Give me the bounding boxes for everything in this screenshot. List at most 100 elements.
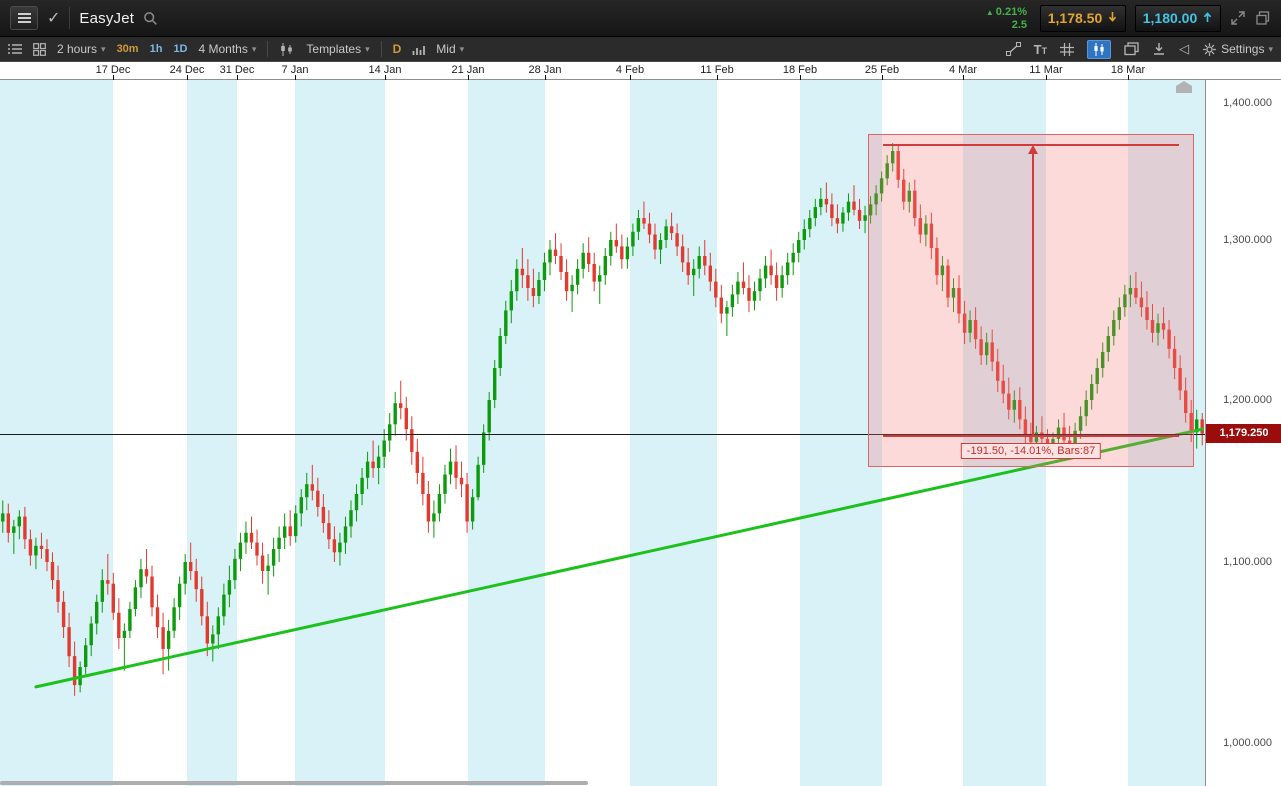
measure-arrow <box>1032 152 1034 435</box>
measure-low-line <box>883 435 1179 437</box>
week-band <box>237 80 295 786</box>
candle-body <box>216 616 220 635</box>
price-axis[interactable]: 1,179.250 1,000.000 1,100.000 1,200.000 1,3… <box>1205 80 1281 786</box>
candle-body <box>194 571 198 590</box>
candle-body <box>553 249 558 256</box>
candle-body <box>23 516 27 540</box>
candle-body <box>155 607 160 628</box>
restore-window-button[interactable] <box>1255 6 1271 30</box>
candle-body <box>454 461 458 478</box>
candle-body <box>1156 323 1160 333</box>
quick-interval-1d[interactable]: 1D <box>173 43 188 55</box>
x-axis-tick <box>187 75 188 80</box>
candle-body <box>575 268 580 285</box>
trendline-tool-icon[interactable] <box>1005 42 1021 56</box>
candle-body <box>244 532 248 543</box>
price-type-dropdown[interactable]: Mid ▾ <box>436 42 465 56</box>
candle-body <box>642 218 646 224</box>
back-arrow-icon[interactable]: ◁ <box>1179 41 1190 56</box>
week-band <box>882 80 963 786</box>
duplicate-chart-icon[interactable] <box>1124 42 1139 56</box>
candle-body <box>310 484 314 491</box>
x-axis-label: 18 Feb <box>782 64 818 76</box>
sell-price-button[interactable]: 1,178.50 <box>1040 4 1126 32</box>
jump-to-latest-marker[interactable] <box>1176 81 1192 93</box>
candle-body <box>365 461 370 478</box>
x-axis-label: 4 Feb <box>615 64 645 76</box>
quick-interval-30m[interactable]: 30m <box>116 43 139 55</box>
week-band <box>1128 80 1205 786</box>
candle-body <box>951 288 956 298</box>
candle-body <box>498 336 502 368</box>
candle-body <box>741 281 746 288</box>
x-axis-label: 11 Feb <box>700 64 734 76</box>
chart-plot[interactable]: -191.50, -14.01%, Bars:87 <box>0 80 1205 786</box>
candle-body <box>692 268 696 276</box>
candle-body <box>12 526 16 533</box>
candle-body <box>255 542 259 556</box>
buy-price: 1,180.00 <box>1142 10 1198 26</box>
quick-interval-1h[interactable]: 1h <box>149 43 163 55</box>
range-dropdown[interactable]: 4 Months ▾ <box>198 42 257 56</box>
measure-box[interactable] <box>868 134 1194 467</box>
date-axis[interactable]: 17 Dec 24 Dec 31 Dec 7 Jan 14 Jan 21 Jan 28 Ja… <box>0 62 1281 80</box>
candle-body <box>260 555 265 571</box>
candle-body <box>1 513 5 522</box>
scrollbar-thumb[interactable] <box>0 781 588 785</box>
candle-body <box>564 272 569 292</box>
layout-grid-icon[interactable] <box>33 42 46 56</box>
check-icon: ✓ <box>47 10 61 27</box>
x-axis-label: 31 Dec <box>219 64 255 76</box>
candle-body <box>603 256 607 276</box>
candle-body <box>526 275 530 288</box>
candle-body <box>973 320 978 340</box>
horizontal-scrollbar[interactable] <box>0 781 1205 785</box>
x-axis-tick <box>113 75 114 80</box>
chart-module-button[interactable]: ✓ <box>47 6 60 30</box>
candle-body <box>680 246 685 263</box>
buy-price-button[interactable]: 1,180.00 <box>1135 4 1221 32</box>
search-icon[interactable] <box>143 6 158 30</box>
candle-body <box>780 275 784 288</box>
x-axis-label: 7 Jan <box>281 64 309 76</box>
gridlines-icon[interactable] <box>1060 42 1075 56</box>
candle-body <box>979 339 983 356</box>
x-axis-tick <box>237 75 238 80</box>
candle-body <box>150 576 154 608</box>
candle-body <box>84 645 88 667</box>
x-axis-label: 18 Mar <box>1110 64 1146 76</box>
divider <box>69 7 71 29</box>
quote-list-icon[interactable] <box>8 43 22 55</box>
candle-settings-icon[interactable] <box>279 42 295 56</box>
candle-body <box>581 252 585 269</box>
candle-body <box>1145 307 1149 320</box>
candle-body <box>410 429 414 452</box>
snapshot-icon[interactable] <box>1152 42 1166 56</box>
chart-toolbar: 2 hours ▾ 30m 1h 1D 4 Months ▾ Templates ▾ … <box>0 37 1281 62</box>
candle-body <box>144 569 149 577</box>
candle-body <box>520 268 525 276</box>
candle-body <box>515 268 519 292</box>
candle-body <box>437 494 442 514</box>
templates-dropdown[interactable]: Templates ▾ <box>306 42 370 56</box>
x-axis-label: 25 Feb <box>864 64 900 76</box>
candle-body <box>106 580 110 584</box>
interval-dropdown[interactable]: 2 hours ▾ <box>57 42 106 56</box>
settings-dropdown[interactable]: Settings ▾ <box>1202 42 1273 57</box>
candle-body <box>879 178 884 194</box>
detach-window-button[interactable] <box>1230 6 1246 30</box>
candlestick-chart-type-button[interactable] <box>1087 39 1112 59</box>
candle-body <box>918 218 922 235</box>
x-axis-label: 24 Dec <box>169 64 205 76</box>
candle-body <box>371 461 375 469</box>
candle-body <box>885 163 889 179</box>
candle-body <box>924 223 928 235</box>
main-menu-button[interactable] <box>10 6 38 30</box>
week-band <box>545 80 630 786</box>
y-axis-label: 1,300.000 <box>1223 234 1272 246</box>
candle-body <box>95 601 99 624</box>
overlay-badge-d[interactable]: D <box>392 42 402 56</box>
candle-body <box>620 246 624 260</box>
candle-body <box>288 526 292 537</box>
